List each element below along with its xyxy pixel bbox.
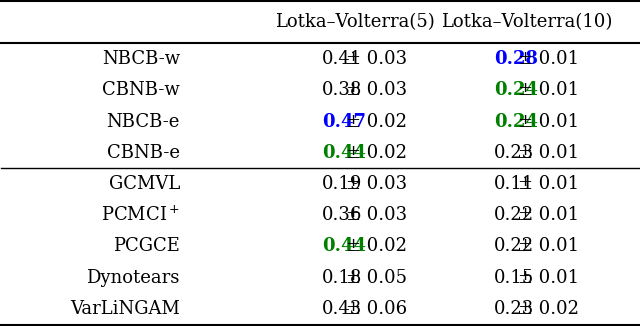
Text: ± 0.03: ± 0.03 [346,175,407,193]
Text: ± 0.01: ± 0.01 [518,269,579,287]
Text: ± 0.02: ± 0.02 [346,238,407,256]
Text: PCMCI$^+$: PCMCI$^+$ [100,206,180,225]
Text: Dynotears: Dynotears [86,269,180,287]
Text: 0.18: 0.18 [322,269,362,287]
Text: 0.41: 0.41 [322,50,362,68]
Text: ± 0.06: ± 0.06 [346,300,407,318]
Text: 0.19: 0.19 [322,175,362,193]
Text: CBNB-e: CBNB-e [107,144,180,162]
Text: ± 0.02: ± 0.02 [518,300,579,318]
Text: ± 0.01: ± 0.01 [518,50,579,68]
Text: 0.24: 0.24 [494,81,538,99]
Text: 0.43: 0.43 [322,300,362,318]
Text: ± 0.03: ± 0.03 [346,81,407,99]
Text: 0.47: 0.47 [322,112,366,130]
Text: ± 0.01: ± 0.01 [518,81,579,99]
Text: 0.11: 0.11 [494,175,534,193]
Text: NBCB-w: NBCB-w [102,50,180,68]
Text: Lotka–Volterra(5): Lotka–Volterra(5) [275,13,435,31]
Text: ± 0.02: ± 0.02 [346,112,407,130]
Text: 0.23: 0.23 [494,300,534,318]
Text: 0.15: 0.15 [494,269,534,287]
Text: ± 0.01: ± 0.01 [518,112,579,130]
Text: GCMVL: GCMVL [109,175,180,193]
Text: Lotka–Volterra(10): Lotka–Volterra(10) [442,13,612,31]
Text: 0.22: 0.22 [494,206,534,224]
Text: ± 0.02: ± 0.02 [346,144,407,162]
Text: VarLiNGAM: VarLiNGAM [70,300,180,318]
Text: 0.38: 0.38 [322,81,362,99]
Text: ± 0.01: ± 0.01 [518,206,579,224]
Text: ± 0.01: ± 0.01 [518,175,579,193]
Text: 0.23: 0.23 [494,144,534,162]
Text: NBCB-e: NBCB-e [106,112,180,130]
Text: 0.36: 0.36 [322,206,362,224]
Text: ± 0.03: ± 0.03 [346,50,407,68]
Text: ± 0.01: ± 0.01 [518,238,579,256]
Text: CBNB-w: CBNB-w [102,81,180,99]
Text: 0.44: 0.44 [322,144,366,162]
Text: 0.28: 0.28 [494,50,538,68]
Text: ± 0.03: ± 0.03 [346,206,407,224]
Text: 0.24: 0.24 [494,112,538,130]
Text: 0.44: 0.44 [322,238,366,256]
Text: PCGCE: PCGCE [113,238,180,256]
Text: ± 0.01: ± 0.01 [518,144,579,162]
Text: 0.22: 0.22 [494,238,534,256]
Text: ± 0.05: ± 0.05 [346,269,407,287]
